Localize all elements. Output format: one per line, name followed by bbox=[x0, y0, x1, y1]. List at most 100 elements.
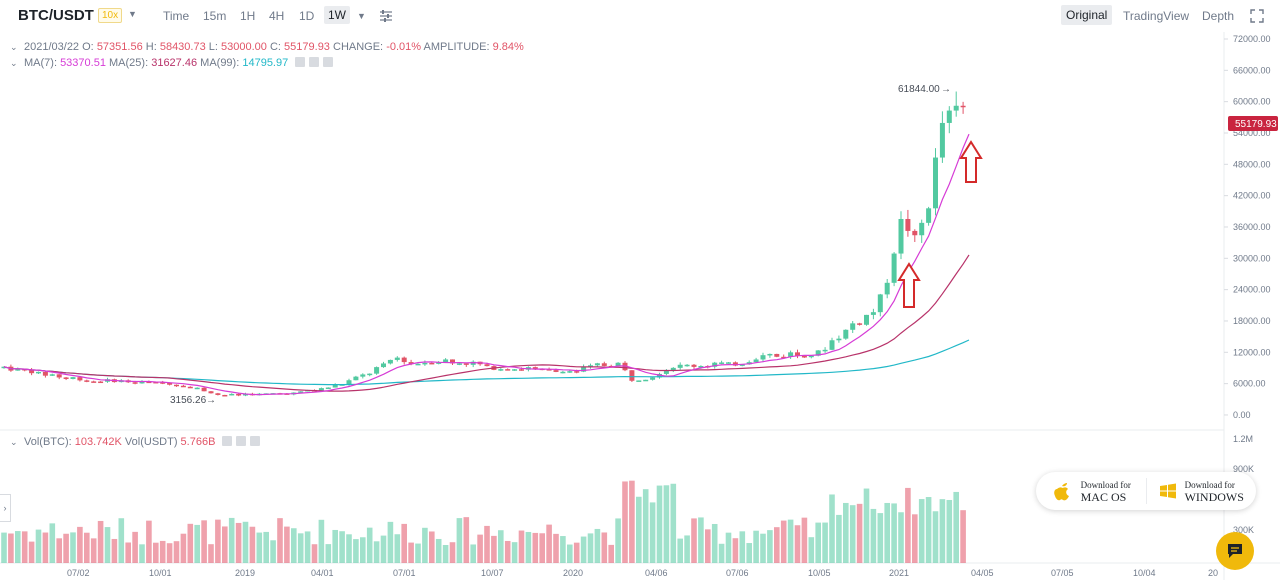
candle-body bbox=[912, 230, 918, 236]
interval-1w[interactable]: 1W bbox=[324, 6, 350, 24]
download-windows-button[interactable]: Download for WINDOWS bbox=[1147, 479, 1257, 503]
volume-bar bbox=[42, 532, 49, 563]
chat-support-button[interactable] bbox=[1216, 532, 1254, 570]
volume-bar bbox=[560, 536, 566, 563]
volume-bar bbox=[553, 533, 559, 563]
ma-close-icon[interactable] bbox=[323, 57, 334, 67]
time-tick: 07/05 bbox=[1051, 568, 1074, 578]
candle-body bbox=[774, 353, 780, 357]
volume-bar bbox=[77, 526, 83, 563]
view-tradingview[interactable]: TradingView bbox=[1123, 9, 1190, 23]
collapse-vol-icon[interactable]: ⌄ bbox=[10, 437, 18, 447]
download-mac-button[interactable]: Download for MAC OS bbox=[1036, 479, 1146, 503]
price-tick: 60000.00 bbox=[1233, 97, 1271, 107]
volume-bar bbox=[498, 530, 504, 563]
interval-4h[interactable]: 4H bbox=[269, 9, 285, 23]
candle-body bbox=[422, 362, 428, 365]
time-tick: 04/06 bbox=[645, 568, 668, 578]
volume-bar bbox=[35, 529, 42, 563]
pair-title[interactable]: BTC/USDT bbox=[18, 7, 94, 24]
volume-bar bbox=[760, 533, 766, 563]
candle-body bbox=[180, 385, 186, 388]
open-value: 57351.56 bbox=[96, 41, 143, 53]
volume-bar bbox=[104, 527, 111, 563]
candle-body bbox=[788, 352, 794, 357]
volume-bar bbox=[215, 519, 221, 563]
close-value: 55179.93 bbox=[284, 41, 330, 53]
candle-body bbox=[891, 253, 897, 283]
ma-settings-icon[interactable] bbox=[295, 57, 306, 67]
volume-bar bbox=[594, 528, 601, 563]
candle-body bbox=[222, 394, 228, 397]
vol-close-icon[interactable] bbox=[250, 436, 261, 446]
candle-body bbox=[215, 393, 221, 395]
leverage-badge: 10x bbox=[98, 8, 123, 23]
candle-body bbox=[622, 362, 628, 371]
view-original[interactable]: Original bbox=[1061, 5, 1113, 25]
volume-bar bbox=[587, 533, 594, 563]
candle-body bbox=[636, 380, 642, 382]
volume-bar bbox=[8, 533, 14, 563]
candle-body bbox=[567, 371, 573, 373]
volume-bar bbox=[511, 542, 518, 563]
candle-body bbox=[332, 384, 338, 388]
candle-body bbox=[36, 371, 41, 374]
volume-bar bbox=[111, 538, 118, 563]
high-annotation: 61844.00 bbox=[898, 84, 940, 95]
volume-bar bbox=[670, 483, 677, 563]
candle-body bbox=[394, 357, 400, 360]
fullscreen-icon[interactable] bbox=[1250, 9, 1264, 23]
volume-bar bbox=[435, 538, 442, 563]
volume-bar bbox=[401, 523, 407, 563]
volume-bar bbox=[201, 520, 207, 563]
volume-bar bbox=[918, 499, 925, 563]
collapse-ohlc-icon[interactable]: ⌄ bbox=[10, 42, 18, 52]
volume-bar bbox=[263, 531, 269, 563]
candle-body bbox=[360, 374, 366, 377]
ma-legend: MA(7): 53370.51 MA(25): 31627.46 MA(99):… bbox=[24, 57, 334, 69]
vol-hide-icon[interactable] bbox=[236, 436, 247, 446]
candle-body bbox=[808, 355, 814, 358]
current-price-label: 55179.93 bbox=[1235, 119, 1277, 130]
volume-bar bbox=[691, 518, 697, 563]
interval-time[interactable]: Time bbox=[163, 9, 190, 23]
candle-body bbox=[346, 380, 352, 385]
candle-body bbox=[353, 376, 359, 381]
chevron-down-icon[interactable]: ▼ bbox=[128, 9, 137, 19]
time-tick: 2021 bbox=[889, 568, 909, 578]
candle-body bbox=[898, 218, 904, 254]
ma-hide-icon[interactable] bbox=[309, 57, 320, 67]
side-panel-toggle[interactable]: › bbox=[0, 494, 11, 522]
interval-15m[interactable]: 15m bbox=[203, 9, 227, 23]
volume-bar bbox=[256, 532, 263, 563]
view-depth[interactable]: Depth bbox=[1202, 9, 1235, 23]
collapse-ma-icon[interactable]: ⌄ bbox=[10, 58, 18, 68]
volume-bar bbox=[146, 520, 152, 563]
volume-bar bbox=[504, 540, 511, 563]
candle-body bbox=[374, 367, 380, 374]
more-intervals-icon[interactable]: ▼ bbox=[357, 11, 366, 21]
interval-1d[interactable]: 1D bbox=[299, 9, 315, 23]
volume-bar bbox=[732, 538, 739, 563]
candle-body bbox=[933, 157, 938, 209]
candle-body bbox=[857, 323, 863, 325]
candle-body bbox=[318, 388, 324, 391]
candle-body bbox=[1, 366, 7, 369]
candle-body bbox=[498, 369, 504, 371]
volume-bar bbox=[780, 520, 787, 563]
volume-bar bbox=[601, 532, 608, 563]
candle-body bbox=[63, 377, 69, 379]
settings-sliders-icon[interactable] bbox=[379, 9, 393, 23]
volume-tick: 1.2M bbox=[1233, 434, 1253, 444]
candle-body bbox=[815, 350, 821, 356]
interval-1h[interactable]: 1H bbox=[240, 9, 256, 23]
candle-body bbox=[429, 362, 435, 365]
volume-bar bbox=[373, 541, 380, 563]
volume-bar bbox=[332, 529, 338, 563]
volume-bar bbox=[884, 502, 890, 563]
vol-settings-icon[interactable] bbox=[222, 436, 233, 446]
volume-bar bbox=[822, 522, 828, 563]
volume-bar bbox=[249, 526, 256, 563]
candle-body bbox=[781, 356, 787, 359]
